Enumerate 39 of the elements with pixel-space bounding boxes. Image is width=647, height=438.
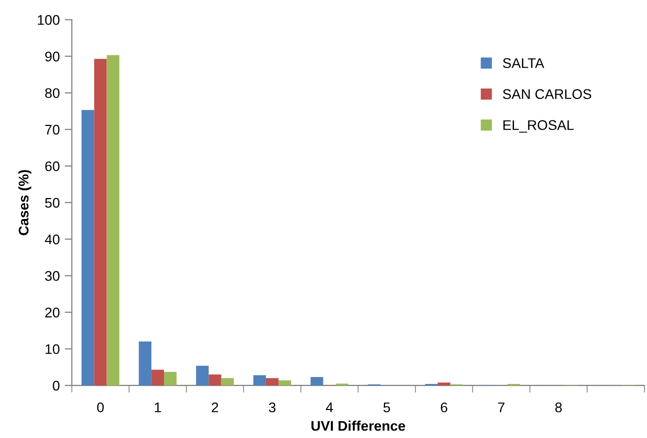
y-tick-label: 100 xyxy=(38,15,60,25)
x-tick-label: 2 xyxy=(212,402,218,412)
y-tick-label: 10 xyxy=(46,344,60,354)
bar xyxy=(438,382,450,386)
y-tick-label: 80 xyxy=(45,88,60,98)
x-axis-title: UVI Difference xyxy=(311,420,406,431)
bar xyxy=(253,375,266,386)
y-tick-label: 70 xyxy=(45,124,60,135)
y-tick-label: 50 xyxy=(45,198,60,208)
bar xyxy=(151,370,164,386)
bar xyxy=(278,380,292,386)
y-axis-title: Cases (%) xyxy=(18,170,32,236)
bar xyxy=(164,372,177,386)
legend-label: SAN CARLOS xyxy=(502,89,592,100)
bar xyxy=(266,378,279,386)
x-tick-label: 6 xyxy=(440,402,448,412)
y-tick-label: 60 xyxy=(45,161,60,172)
bar xyxy=(106,55,120,386)
x-tick-label: 4 xyxy=(326,402,333,412)
y-tick-label: 90 xyxy=(45,52,60,62)
y-tick-label: 40 xyxy=(44,234,60,244)
x-tick-label: 1 xyxy=(154,402,161,412)
bar xyxy=(138,342,152,386)
x-tick-label: 7 xyxy=(498,402,504,412)
x-tick-label: 3 xyxy=(268,402,276,412)
y-tick-label: 0 xyxy=(52,380,60,391)
x-tick-label: 0 xyxy=(97,402,104,412)
x-tick-label: 8 xyxy=(555,402,562,412)
y-tick-label: 30 xyxy=(45,271,60,281)
bar xyxy=(196,366,209,386)
bar xyxy=(208,374,222,386)
x-tick-label: 5 xyxy=(383,402,390,412)
bar xyxy=(82,110,94,386)
bar xyxy=(94,58,107,386)
y-tick-label: 20 xyxy=(45,308,60,318)
bar xyxy=(310,377,324,386)
legend-label: EL_ROSAL xyxy=(503,120,574,133)
legend-label: SALTA xyxy=(502,58,544,68)
bar xyxy=(221,378,234,386)
